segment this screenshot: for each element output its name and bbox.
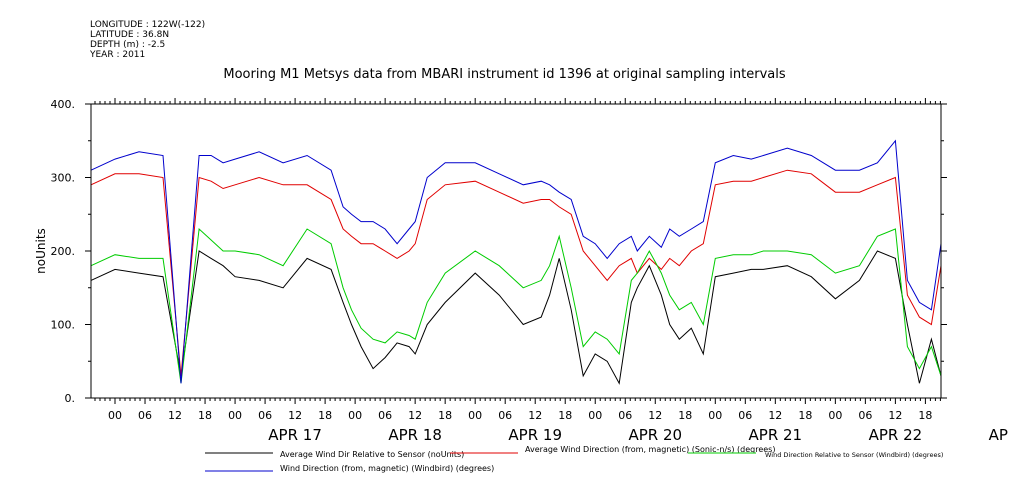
x-axis: 00 06 12 18 00 06 12 18 00 06 12 18 00 06 12 18 00 06 12 18… (94, 98, 1009, 444)
x-hour-label: 12 (768, 409, 782, 422)
x-hour-label: 18 (798, 409, 812, 422)
legend-label-2: Average Wind Direction (from, magnetic) … (525, 445, 775, 454)
x-hour-label: 06 (618, 409, 632, 422)
longitude-text: LONGITUDE : 122W(-122) (90, 20, 206, 30)
x-hour-label: 18 (438, 409, 452, 422)
x-hour-label: 12 (888, 409, 902, 422)
x-hour-label: 00 (828, 409, 842, 422)
x-day-label: APR 23 (989, 426, 1009, 444)
series-layer (90, 139, 942, 385)
x-hour-label: 12 (528, 409, 542, 422)
y-axis-label: noUnits (34, 228, 48, 274)
y-tick-label: 300. (51, 172, 76, 185)
latitude-text: LATITUDE : 36.8N (90, 30, 170, 40)
x-hour-label: 00 (588, 409, 602, 422)
series-line-1 (90, 250, 942, 385)
series-line-2 (90, 169, 942, 376)
x-hour-label: 06 (738, 409, 752, 422)
y-tick-label: 100. (51, 319, 76, 332)
series-line-3 (90, 227, 942, 384)
x-day-label: APR 22 (869, 426, 923, 444)
x-hour-label: 06 (498, 409, 512, 422)
x-day-label: APR 17 (268, 426, 322, 444)
x-hour-label: 12 (168, 409, 182, 422)
x-hour-label: 06 (258, 409, 272, 422)
y-axis: 0. 100. 200. 300. 400. (51, 98, 947, 405)
x-hour-label: 18 (198, 409, 212, 422)
plot-frame (90, 103, 942, 399)
x-hour-label: 00 (468, 409, 482, 422)
x-hour-label: 06 (378, 409, 392, 422)
legend: Average Wind Dir Relative to Sensor (noU… (205, 445, 943, 473)
chart-title: Mooring M1 Metsys data from MBARI instru… (223, 67, 786, 82)
legend-label-4: Wind Direction (from, magnetic) (Windbir… (280, 464, 494, 473)
x-hour-label: 00 (228, 409, 242, 422)
x-day-label: APR 20 (628, 426, 682, 444)
x-hour-label: 06 (138, 409, 152, 422)
depth-text: DEPTH (m) : -2.5 (90, 40, 166, 50)
x-hour-label: 00 (708, 409, 722, 422)
x-day-label: APR 19 (508, 426, 562, 444)
x-hour-label: 18 (558, 409, 572, 422)
y-tick-label: 0. (65, 392, 76, 405)
x-hour-label: 18 (678, 409, 692, 422)
series-line-4 (90, 139, 942, 384)
x-hour-label: 00 (108, 409, 122, 422)
year-text: YEAR : 2011 (90, 50, 146, 60)
x-hour-label: 12 (408, 409, 422, 422)
x-hour-label: 18 (318, 409, 332, 422)
y-tick-label: 200. (51, 245, 76, 258)
x-hour-label: 00 (348, 409, 362, 422)
legend-label-1: Average Wind Dir Relative to Sensor (noU… (280, 450, 464, 459)
y-tick-label: 400. (51, 98, 76, 111)
x-hour-label: 18 (918, 409, 932, 422)
x-day-label: APR 18 (388, 426, 442, 444)
x-day-label: APR 21 (749, 426, 803, 444)
location-metadata: LONGITUDE : 122W(-122) LATITUDE : 36.8N … (90, 20, 205, 60)
x-hour-label: 12 (288, 409, 302, 422)
legend-label-3: Wind Direction Relative to Sensor (Windb… (765, 451, 943, 459)
x-hour-label: 06 (858, 409, 872, 422)
x-hour-label: 12 (648, 409, 662, 422)
